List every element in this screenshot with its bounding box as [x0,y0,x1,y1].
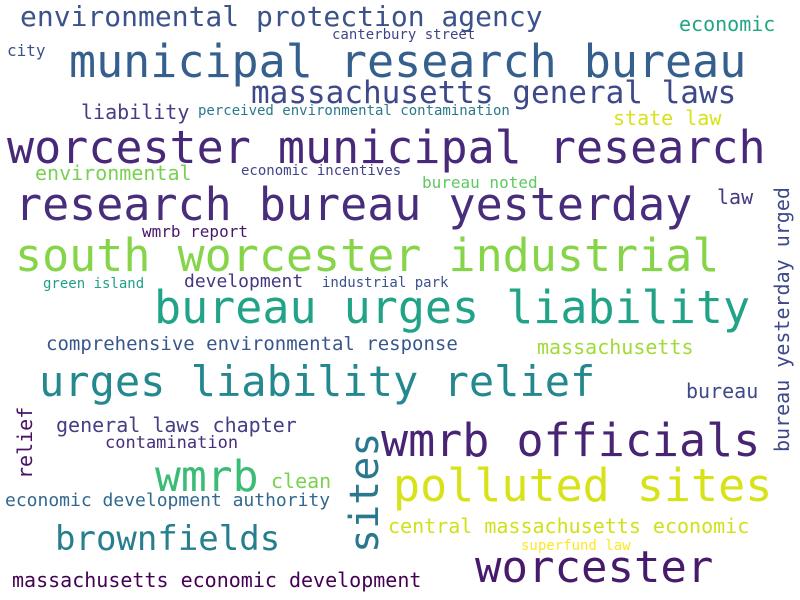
word: economic [679,12,776,36]
word: state law [613,106,722,130]
word: relief [13,406,37,479]
word: city [7,41,46,60]
word: worcester [475,542,714,593]
word: south worcester industrial [15,229,720,282]
word: brownfields [55,519,281,559]
word: liability [81,100,190,124]
word: environmental [35,161,192,185]
word: polluted sites [393,459,773,512]
word: urges liability relief [39,357,596,406]
word: contamination [105,433,239,453]
word: sites [342,432,388,553]
word: massachusetts [537,335,694,359]
word: economic development authority [5,490,331,511]
word: perceived environmental contamination [198,103,510,119]
word: industrial park [322,275,449,291]
word: law [717,185,754,209]
word: superfund law [521,538,631,554]
word: general laws chapter [56,413,297,437]
word: wmrb officials [381,414,761,467]
word: central massachusetts economic [388,514,750,538]
word: green island [43,276,145,292]
word: clean [271,469,332,493]
word: bureau urges liability [154,281,751,334]
word: wmrb [155,452,259,502]
word: bureau noted [422,173,538,192]
word: environmental protection agency [20,0,543,33]
word: municipal research bureau [69,35,747,88]
word: bureau [686,379,759,403]
word: worcester municipal research [7,121,766,174]
word: bureau yesterday urged [770,187,794,452]
word: massachusetts general laws [251,75,737,111]
word: canterbury street [332,27,476,43]
word: massachusetts economic development [12,568,422,592]
word: comprehensive environmental response [46,333,458,355]
word: wmrb report [142,222,248,241]
word: economic incentives [241,163,402,179]
word: development [184,271,304,292]
word: research bureau yesterday [15,178,693,231]
